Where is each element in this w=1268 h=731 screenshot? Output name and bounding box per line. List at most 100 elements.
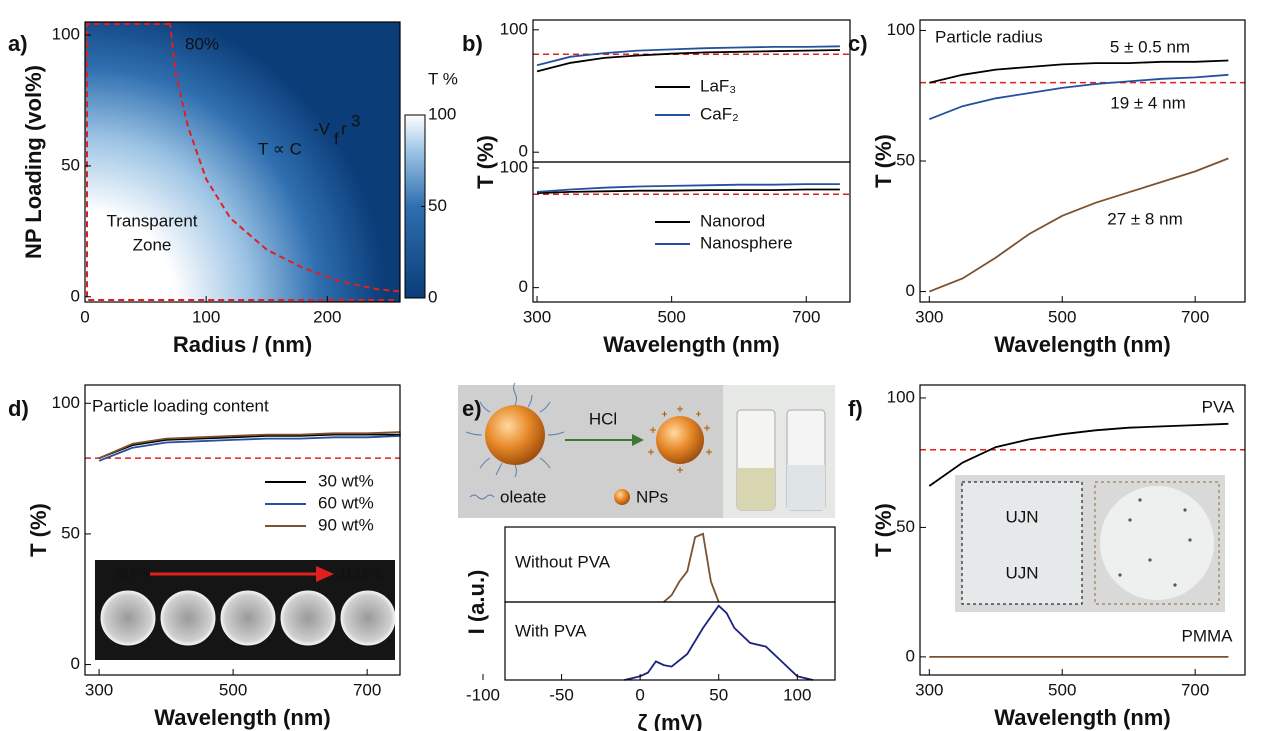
y-axis-label: T (%) <box>871 134 896 188</box>
x-axis-label: Wavelength (nm) <box>994 332 1170 357</box>
plot-frame <box>84 21 401 303</box>
y-tick-label: 50 <box>61 155 80 174</box>
legend-label: NPs <box>636 487 668 506</box>
x-axis-label: Wavelength (nm) <box>603 332 779 357</box>
x-tick-label: 500 <box>657 307 685 326</box>
annotation: Particle radius <box>935 27 1043 46</box>
colorbar-tick-label: 100 <box>428 104 456 123</box>
x-tick-label: 700 <box>1181 680 1209 699</box>
legend-label: oleate <box>500 487 546 506</box>
contour-line <box>168 21 401 293</box>
series-label: PVA <box>1202 397 1235 416</box>
formula: r <box>341 119 347 138</box>
data-line <box>536 45 840 67</box>
inset-label: 90% <box>115 563 149 582</box>
zone-label: Zone <box>133 235 172 254</box>
plot-frame <box>504 601 836 681</box>
panel: 5 ± 0.5 nm 19 ± 4 nm 27 ± 8 nm 300 500 700 0 50… <box>848 19 1246 357</box>
x-tick-label: 500 <box>219 680 247 699</box>
data-line <box>98 431 401 460</box>
x-axis-label: Wavelength (nm) <box>994 705 1170 730</box>
y-axis-label: T (%) <box>473 135 498 189</box>
colorbar-tick-label: 0 <box>428 287 437 306</box>
y-tick-label: 0 <box>519 277 528 296</box>
petri-dish <box>160 590 216 646</box>
legend-label: 30 wt% <box>318 471 374 490</box>
y-tick-label: 50 <box>896 517 915 536</box>
y-tick-label: 0 <box>906 281 915 300</box>
y-tick-label: 100 <box>500 19 528 38</box>
x-tick-label: 0 <box>80 307 89 326</box>
speckle <box>1183 508 1187 512</box>
inset-frame <box>1094 481 1220 605</box>
subplot-title: Without PVA <box>515 552 611 571</box>
zone-border <box>86 23 398 301</box>
vial-liquid <box>737 468 775 510</box>
panel: LaF₃ CaF₂ 0 100 b) <box>462 19 851 163</box>
x-tick-label: 300 <box>85 680 113 699</box>
x-tick-label: 200 <box>313 307 341 326</box>
speckle <box>1128 518 1132 522</box>
data-line <box>663 532 720 603</box>
inset-frame <box>961 481 1083 605</box>
y-tick-label: 100 <box>52 393 80 412</box>
y-axis-label: T (%) <box>871 503 896 557</box>
formula: -V <box>313 119 331 138</box>
petri-dish <box>340 590 396 646</box>
x-tick-label: 500 <box>1048 680 1076 699</box>
annotation: Particle loading content <box>92 396 269 415</box>
data-line <box>536 49 840 73</box>
inset-arrow-head <box>316 566 334 582</box>
data-line <box>928 157 1229 293</box>
series-label: 27 ± 8 nm <box>1107 209 1182 228</box>
colorbar-title: T % <box>428 69 458 88</box>
petri-dish <box>280 590 336 646</box>
data-line <box>536 188 840 194</box>
vial-liquid <box>787 465 825 510</box>
legend-label: Nanorod <box>700 211 765 230</box>
y-axis-label: I (a.u.) <box>464 570 489 635</box>
data-line <box>98 435 401 462</box>
y-tick-label: 100 <box>52 25 80 44</box>
x-axis-label: Radius / (nm) <box>173 332 312 357</box>
y-tick-label: 100 <box>500 157 528 176</box>
data-line <box>98 433 401 460</box>
nanoparticle-icon <box>614 489 630 505</box>
panel-label: c) <box>848 31 868 56</box>
x-tick-label: -100 <box>466 685 500 704</box>
inset-label: 100% <box>338 563 381 582</box>
speckle <box>1118 573 1122 577</box>
plot-frame <box>919 384 1246 676</box>
petri-dish <box>100 590 156 646</box>
plot-frame <box>532 19 851 163</box>
panel-label: b) <box>462 31 483 56</box>
y-axis-label: NP Loading (vol%) <box>21 65 46 259</box>
y-tick-label: 100 <box>887 20 915 39</box>
series-label: 19 ± 4 nm <box>1110 93 1185 112</box>
y-tick-label: 0 <box>71 286 80 305</box>
panel-label: f) <box>848 396 863 421</box>
x-tick-label: 100 <box>192 307 220 326</box>
film-disc <box>1100 486 1214 600</box>
x-tick-label: 0 <box>635 685 644 704</box>
x-tick-label: 700 <box>792 307 820 326</box>
formula: T ∝ C <box>258 139 302 158</box>
x-tick-label: 100 <box>783 685 811 704</box>
data-line <box>929 59 1229 84</box>
x-axis-label: ζ (mV) <box>637 710 702 731</box>
data-line <box>928 73 1229 121</box>
schematic: HCl oleate NPs e) <box>458 382 835 518</box>
nanoparticle <box>485 405 545 465</box>
data-line <box>624 604 814 681</box>
legend-label: LaF₃ <box>700 76 736 95</box>
x-axis-label: Wavelength (nm) <box>154 705 330 730</box>
y-tick-label: 0 <box>906 646 915 665</box>
legend-label: 60 wt% <box>318 493 374 512</box>
panel: 30 wt% 60 wt% 90 wt% 300 500 700 0 50 100 Wavelen… <box>8 384 401 730</box>
speckle <box>1148 558 1152 562</box>
speckle <box>1173 583 1177 587</box>
inset-label: UJN <box>1005 507 1038 526</box>
nanoparticle <box>656 416 704 464</box>
